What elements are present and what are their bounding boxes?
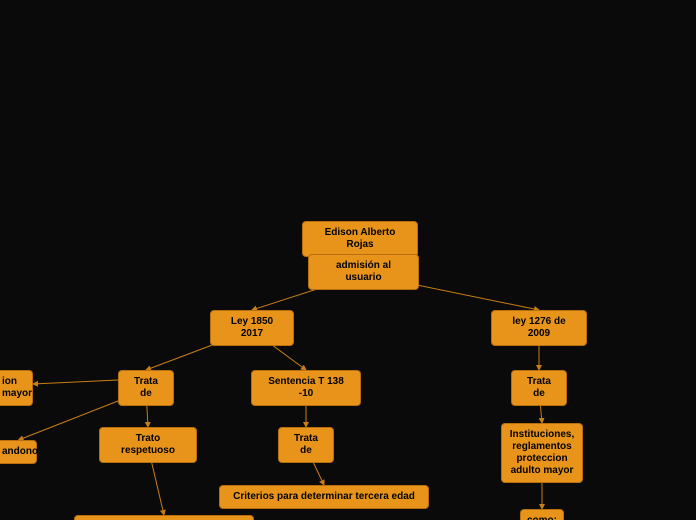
node-n14[interactable]: como: (520, 509, 564, 520)
edge-n4-n7 (33, 380, 118, 384)
node-n10[interactable]: Trata de (278, 427, 334, 463)
node-n8[interactable]: Trato respetuoso (99, 427, 197, 463)
node-n1[interactable]: admisión al usuario (308, 254, 419, 290)
node-n12[interactable]: Criterios para determinar tercera edad (219, 485, 429, 509)
node-n5[interactable]: Sentencia T 138 -10 (251, 370, 361, 406)
node-n2[interactable]: Ley 1850 2017 (210, 310, 294, 346)
node-n0[interactable]: Edison Alberto Rojas (302, 221, 418, 257)
node-n3[interactable]: ley 1276 de 2009 (491, 310, 587, 346)
node-n7[interactable]: ion mayor (0, 370, 33, 406)
mindmap-canvas: Edison Alberto Rojasadmisión al usuario L… (0, 0, 696, 520)
node-n13[interactable]: penaliza el maltrato intrafamiliar (74, 515, 254, 520)
node-n6[interactable]: Trata de (511, 370, 567, 406)
node-n11[interactable]: Instituciones, reglamentos proteccion ad… (501, 423, 583, 483)
node-n9[interactable]: andono (0, 440, 37, 464)
node-n4[interactable]: Trata de (118, 370, 174, 406)
